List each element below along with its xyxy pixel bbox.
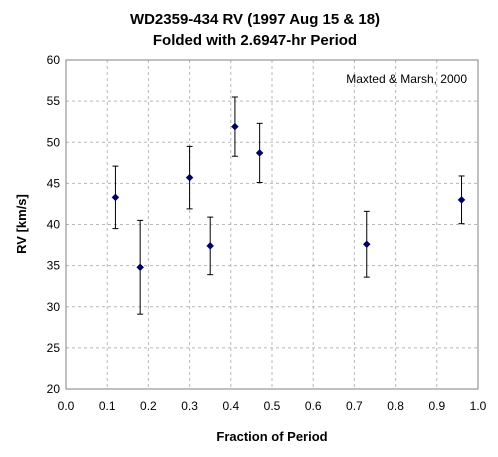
- grid-lines: [66, 60, 478, 389]
- data-point-with-error: [185, 145, 194, 210]
- data-point-with-error: [111, 165, 120, 230]
- diamond-marker: [111, 193, 120, 202]
- data-point-with-error: [231, 96, 239, 157]
- data-point-with-error: [255, 122, 264, 184]
- x-tick-labels: 0.0 0.1 0.2 0.3 0.4 0.5 0.6 0.7 0.8 0.9 1.0: [58, 399, 487, 413]
- diamond-marker: [231, 122, 239, 131]
- diamond-marker: [185, 173, 194, 182]
- x-axis-label: Fraction of Period: [216, 429, 327, 444]
- x-tick-label: 0.1: [99, 399, 116, 413]
- y-tick-label: 25: [47, 341, 61, 355]
- x-tick-label: 0.9: [428, 399, 445, 413]
- y-tick-label: 40: [47, 218, 61, 232]
- y-tick-label: 20: [47, 382, 61, 396]
- y-tick-label: 30: [47, 300, 61, 314]
- data-points: [111, 96, 466, 315]
- data-point-with-error: [362, 210, 371, 278]
- y-tick-label: 35: [47, 259, 61, 273]
- y-tick-label: 45: [47, 176, 61, 190]
- citation-annotation: Maxted & Marsh, 2000: [346, 72, 467, 86]
- diamond-marker: [136, 263, 145, 272]
- diamond-marker: [206, 242, 215, 250]
- diamond-marker: [457, 195, 466, 204]
- x-tick-label: 0.7: [346, 399, 363, 413]
- x-tick-label: 1.0: [470, 399, 487, 413]
- data-point-with-error: [136, 219, 145, 315]
- diamond-marker: [255, 149, 264, 157]
- y-axis-label: RV [km/s]: [14, 194, 29, 254]
- y-tick-labels: 20 25 30 35 40 45 50 55 60: [47, 53, 61, 396]
- x-tick-label: 0.6: [305, 399, 322, 413]
- data-point-with-error: [457, 175, 466, 225]
- data-point-with-error: [206, 216, 215, 276]
- x-tick-label: 0.0: [58, 399, 75, 413]
- y-tick-label: 50: [47, 135, 61, 149]
- x-tick-label: 0.8: [387, 399, 404, 413]
- x-tick-label: 0.5: [264, 399, 281, 413]
- plot-area-border: [65, 59, 479, 390]
- x-tick-label: 0.2: [140, 399, 157, 413]
- chart-title-line-2: Folded with 2.6947-hr Period: [153, 32, 357, 49]
- x-tick-label: 0.4: [222, 399, 239, 413]
- y-tick-label: 60: [47, 53, 61, 67]
- diamond-marker: [362, 240, 371, 249]
- x-tick-label: 0.3: [181, 399, 198, 413]
- chart-title-line-1: WD2359-434 RV (1997 Aug 15 & 18): [130, 11, 380, 28]
- y-tick-label: 55: [47, 94, 61, 108]
